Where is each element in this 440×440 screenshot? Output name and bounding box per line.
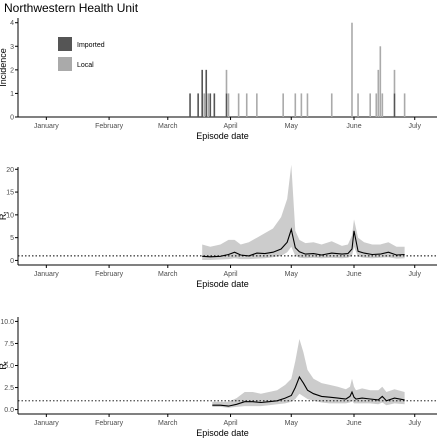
x-tick-label: March — [158, 420, 178, 427]
x-tick-label: July — [409, 420, 422, 427]
y-tick-label: 10 — [6, 212, 14, 219]
x-tick-label: February — [95, 271, 124, 278]
bar-local — [357, 93, 359, 117]
x-tick-label: June — [346, 420, 361, 427]
y-axis-title: Rt — [0, 212, 10, 221]
rt-mean-line — [212, 375, 405, 407]
y-tick-label: 2.5 — [4, 385, 14, 392]
y-tick-label: 20 — [6, 167, 14, 174]
bar-local — [330, 93, 333, 117]
x-tick-label: June — [346, 123, 361, 130]
y-tick-label: 0 — [10, 258, 14, 265]
bar-imported — [209, 93, 212, 117]
bar-imported — [189, 93, 191, 117]
x-tick-label: January — [34, 123, 59, 130]
x-tick-label: February — [95, 123, 124, 130]
x-axis-title: Episode date — [196, 279, 249, 289]
bar-local — [379, 46, 382, 117]
bar-local — [377, 69, 380, 117]
bar-local — [294, 93, 297, 117]
bar-local — [351, 22, 353, 117]
x-tick-label: January — [34, 420, 59, 427]
bar-local — [375, 93, 378, 117]
x-tick-label: July — [409, 271, 422, 278]
bar-imported — [197, 93, 199, 117]
y-tick-label: 5.0 — [4, 363, 14, 370]
rt-panel-upper: January February March April May June July 0 5 10… — [0, 164, 437, 289]
y-tick-label: 7.5 — [4, 341, 14, 348]
legend-key-imported — [58, 37, 72, 51]
bar-local — [306, 93, 309, 117]
bar-imported — [213, 93, 216, 117]
y-axis-title: Rt — [0, 361, 10, 370]
legend: Imported Local — [58, 37, 105, 71]
bar-local — [403, 93, 406, 117]
legend-key-local — [58, 57, 72, 71]
bar-local — [381, 93, 384, 117]
y-tick-label: 10.0 — [0, 319, 14, 326]
bar-imported — [201, 69, 203, 117]
y-axis-title-main: Incidence — [0, 48, 8, 87]
incidence-panel: January February March April May June July 0 1 2 3… — [0, 18, 437, 141]
bar-local — [207, 93, 210, 117]
bar-local — [237, 93, 240, 117]
legend-label: Local — [77, 62, 94, 69]
x-axis-title: Episode date — [196, 131, 249, 141]
y-tick-label: 0 — [10, 115, 14, 122]
bar-local — [369, 93, 372, 117]
y-tick-label: 3 — [10, 44, 14, 51]
x-tick-label: July — [409, 123, 422, 130]
bar-local — [203, 93, 206, 117]
x-axis-title: Episode date — [196, 428, 249, 438]
bar-local — [393, 69, 396, 94]
y-axis-title-main: R — [0, 213, 8, 220]
bar-local — [300, 93, 303, 117]
bar-local — [225, 69, 228, 94]
y-tick-label: 15 — [6, 190, 14, 197]
credible-interval-band — [202, 164, 405, 260]
x-tick-label: February — [95, 420, 124, 427]
y-axis-title-main: R — [0, 363, 8, 370]
x-tick-label: March — [158, 123, 178, 130]
y-tick-label: 2 — [10, 67, 14, 74]
figure-title: Northwestern Health Unit — [4, 1, 139, 15]
rt-panel-lower: January February March April May June July 0.0 2… — [0, 317, 437, 438]
rt-mean-line — [202, 227, 405, 258]
x-tick-label: April — [224, 420, 238, 427]
x-tick-label: June — [346, 271, 361, 278]
y-axis-title-subscript: t — [4, 212, 10, 214]
y-axis-title: Incidence — [0, 48, 8, 87]
y-tick-label: 1 — [10, 91, 14, 98]
y-tick-label: 0.0 — [4, 407, 14, 414]
y-tick-label: 5 — [10, 235, 14, 242]
bar-local — [256, 93, 258, 117]
y-tick-label: 4 — [10, 20, 14, 27]
x-tick-label: May — [285, 271, 299, 278]
bar-local — [227, 93, 230, 117]
x-tick-label: March — [158, 271, 178, 278]
credible-interval-band — [212, 339, 405, 408]
x-tick-label: May — [285, 123, 299, 130]
x-tick-label: April — [224, 271, 238, 278]
bar-imported — [225, 93, 228, 117]
x-tick-label: May — [285, 420, 299, 427]
bar-imported — [205, 69, 208, 117]
x-tick-label: April — [224, 123, 238, 130]
x-tick-label: January — [34, 271, 59, 278]
y-axis-title-subscript: t — [4, 361, 10, 363]
bar-local — [282, 93, 284, 117]
bar-local — [245, 93, 248, 117]
legend-label: Imported — [77, 42, 105, 49]
bar-imported — [393, 93, 396, 117]
